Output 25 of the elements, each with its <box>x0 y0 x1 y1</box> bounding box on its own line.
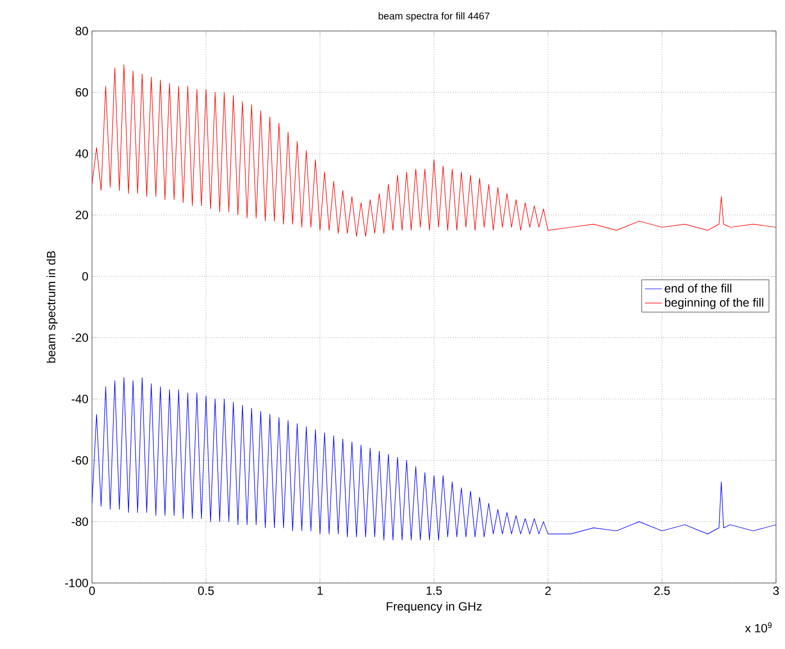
x-tick-label: 3 <box>773 586 779 595</box>
y-tick-label: 40 <box>75 149 88 158</box>
legend-label: end of the fill <box>664 284 732 293</box>
y-tick-label: 60 <box>76 88 88 97</box>
y-tick-label: -20 <box>72 333 88 342</box>
x-tick-label: 0 <box>89 586 95 595</box>
y-axis-title: beam spectrum in dB <box>46 251 58 363</box>
chart-title: beam spectra for fill 4467 <box>378 12 490 22</box>
legend-label: beginning of the fill <box>665 298 764 310</box>
line-series <box>92 377 776 540</box>
y-tick-label: -60 <box>72 456 88 465</box>
x-tick-label: 2 <box>545 586 551 595</box>
text: x 10$^{9}$ <box>745 622 772 632</box>
x-tick-label: 0.5 <box>198 586 214 595</box>
y-tick-label: 20 <box>76 210 88 220</box>
y-tick-label: -40 <box>72 394 88 404</box>
y-tick-label: 80 <box>76 26 88 36</box>
x-axis-title: Frequency in GHz <box>386 602 482 613</box>
line-series <box>92 64 776 237</box>
y-tick-label: -100 <box>65 578 88 588</box>
y-tick-label: 0 <box>82 272 88 281</box>
x-tick-label: 1 <box>318 586 323 595</box>
x-tick-label: 1.5 <box>426 586 442 595</box>
x-tick-label: 2.5 <box>654 586 670 595</box>
y-tick-label: -80 <box>72 517 88 526</box>
